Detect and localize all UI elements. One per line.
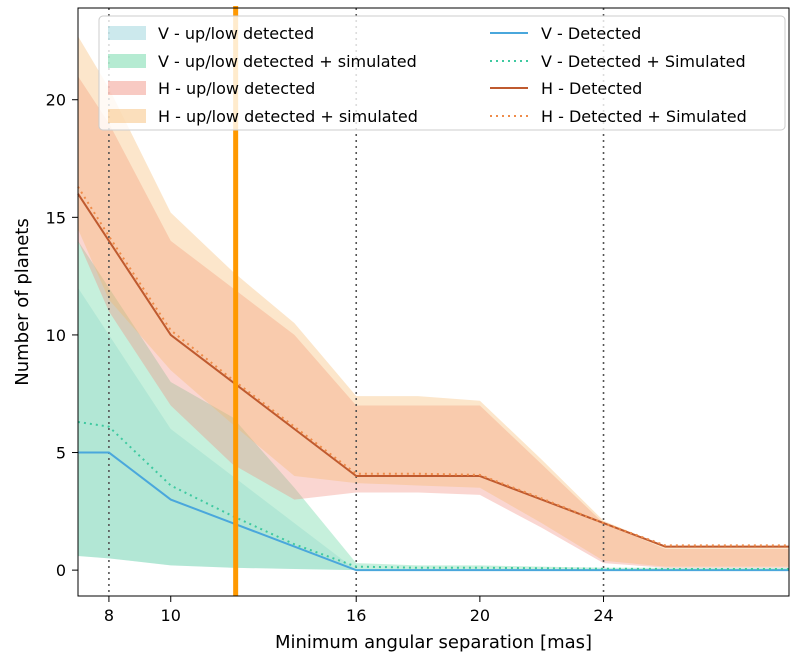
y-tick-label: 10 (46, 326, 66, 345)
legend-label: H - up/low detected + simulated (158, 107, 418, 126)
x-axis-ticks: 8 10 16 20 24 (104, 596, 614, 625)
x-tick-label: 20 (470, 606, 490, 625)
x-tick-label: 10 (161, 606, 181, 625)
x-axis-label: Minimum angular separation [mas] (275, 632, 592, 653)
legend-label: V - up/low detected (158, 24, 314, 43)
legend-label: V - up/low detected + simulated (158, 52, 417, 71)
series-lines (77, 186, 789, 572)
legend: V - up/low detected V - up/low detected +… (98, 15, 786, 131)
y-tick-label: 20 (46, 91, 66, 110)
legend-box (98, 15, 786, 131)
x-tick-label: 16 (346, 606, 366, 625)
legend-swatch (108, 54, 146, 68)
band-0 (78, 287, 789, 571)
legend-label: H - up/low detected (158, 79, 315, 98)
plot-frame (77, 7, 790, 597)
band-1 (78, 240, 789, 571)
legend-label: V - Detected (541, 24, 641, 43)
y-tick-label: 15 (46, 208, 66, 227)
series-line-3 (77, 186, 789, 547)
legend-label: H - Detected (541, 79, 642, 98)
series-line-0 (78, 451, 789, 572)
y-axis-label: Number of planets (12, 218, 33, 385)
legend-label: V - Detected + Simulated (541, 52, 746, 71)
x-tick-label: 8 (104, 606, 114, 625)
confidence-bands (78, 36, 789, 571)
y-tick-label: 0 (56, 561, 66, 580)
legend-label: H - Detected + Simulated (541, 107, 747, 126)
legend-swatch (108, 81, 146, 95)
band-3 (78, 36, 789, 567)
y-tick-label: 5 (56, 444, 66, 463)
x-tick-label: 24 (593, 606, 613, 625)
series-line-2 (77, 193, 789, 548)
band-2 (78, 76, 789, 568)
legend-swatch (108, 109, 146, 123)
y-axis-ticks: 0 5 10 15 20 (46, 91, 78, 580)
legend-swatch (108, 26, 146, 40)
